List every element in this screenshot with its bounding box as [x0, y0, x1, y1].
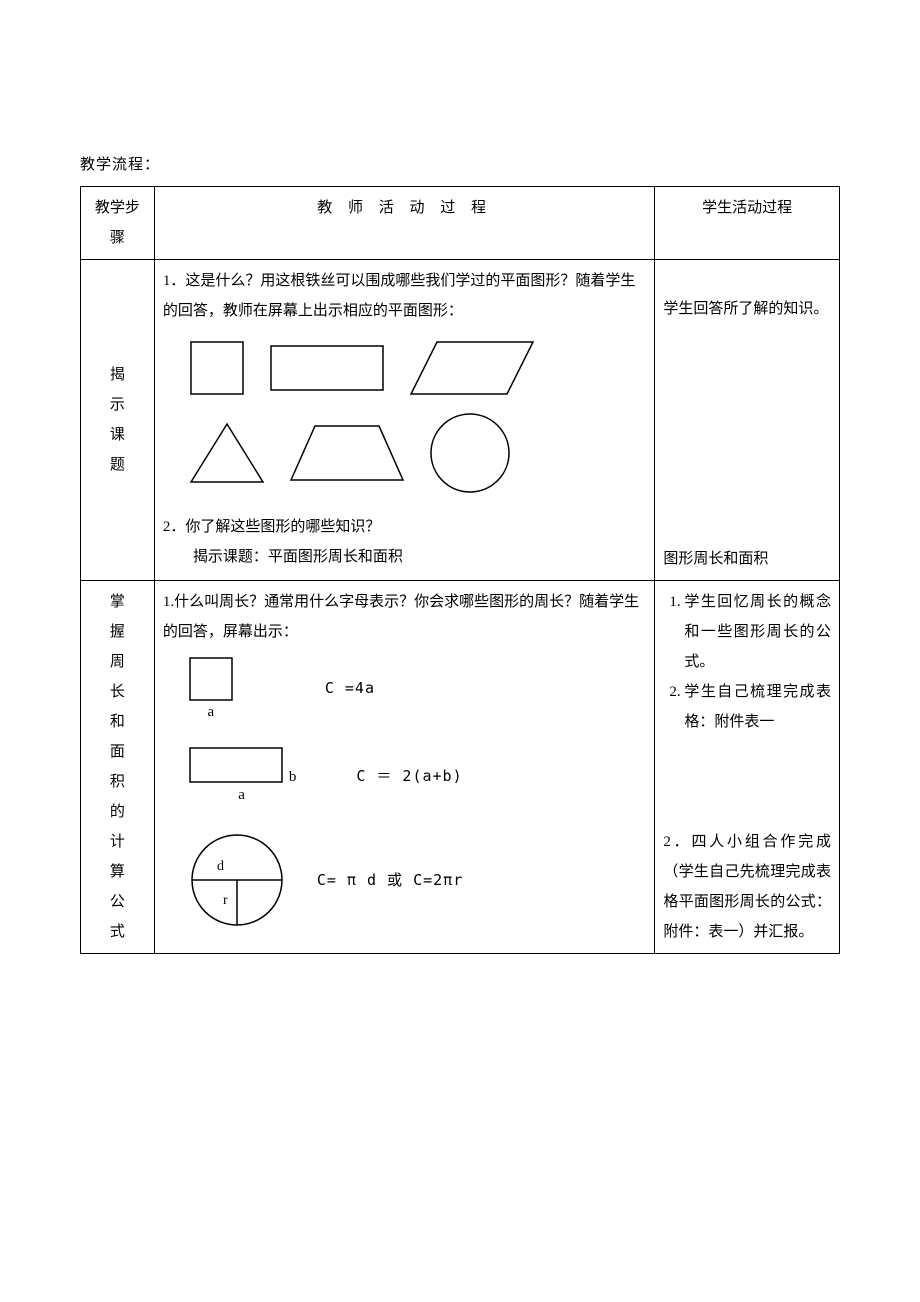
table-row: 揭 示 课 题 1．这是什么？用这根铁丝可以围成哪些我们学过的平面图形？随着学生…	[81, 260, 840, 581]
rectangle-icon	[267, 338, 387, 398]
step-char: 示	[110, 390, 125, 420]
header-step: 教学步骤	[81, 187, 155, 260]
rectangle-small-icon	[187, 745, 285, 785]
header-teacher: 教 师 活 动 过 程	[154, 187, 655, 260]
square-small-icon	[187, 655, 235, 703]
student-para2: 2．四人小组合作完成（学生自己先梳理完成表格平面图形周长的公式：附件：表一）并汇…	[663, 827, 831, 947]
circle-divided-icon: d r	[187, 830, 287, 930]
student-answer-a: 学生回答所了解的知识。	[663, 294, 831, 324]
step-char: 和	[110, 707, 125, 737]
circle-icon	[427, 410, 513, 496]
step-char: 式	[110, 917, 125, 947]
trapezoid-icon	[287, 420, 407, 486]
lesson-flow-table: 教学步骤 教 师 活 动 过 程 学生活动过程 揭 示 课 题 1．这是什么？用…	[80, 186, 840, 954]
rect-label-a: a	[187, 785, 297, 806]
teacher-formula-q1: 1.什么叫周长？通常用什么字母表示？你会求哪些图形的周长？随着学生的回答，屏幕出…	[163, 587, 647, 647]
student-answer-b: 图形周长和面积	[663, 544, 831, 574]
step-char: 课	[110, 420, 125, 450]
formula-square: a C =4a	[187, 655, 647, 721]
step-char: 掌	[110, 587, 125, 617]
teacher-reveal: 揭示课题：平面图形周长和面积	[163, 542, 647, 572]
student-list: 学生回忆周长的概念和一些图形周长的公式。 学生自己梳理完成表格：附件表一	[663, 587, 831, 737]
flow-label: 教学流程：	[80, 150, 840, 180]
step-char: 握	[110, 617, 125, 647]
step-char: 题	[110, 450, 125, 480]
step-char: 揭	[110, 360, 125, 390]
step-char: 计	[110, 827, 125, 857]
table-row: 掌 握 周 长 和 面 积 的 计 算 公 式 1.什么叫周长？通常用什么字母表…	[81, 581, 840, 954]
svg-text:r: r	[223, 893, 228, 908]
square-label-a: a	[187, 703, 235, 721]
svg-text:d: d	[217, 859, 224, 874]
student-item: 学生自己梳理完成表格：附件表一	[684, 677, 831, 737]
student-cell-reveal: 学生回答所了解的知识。 图形周长和面积	[655, 260, 840, 581]
step-char: 公	[110, 887, 125, 917]
square-icon	[187, 338, 247, 398]
teacher-cell-reveal: 1．这是什么？用这根铁丝可以围成哪些我们学过的平面图形？随着学生的回答，教师在屏…	[154, 260, 655, 581]
circle-formula: C= π d 或 C=2πr	[317, 865, 463, 895]
formula-rect: b a C ＝ 2(a+b)	[187, 745, 647, 806]
step-cell-reveal: 揭 示 课 题	[81, 260, 155, 581]
step-char: 的	[110, 797, 125, 827]
student-item: 学生回忆周长的概念和一些图形周长的公式。	[684, 587, 831, 677]
shapes-row-2	[187, 410, 647, 496]
teacher-q2: 2．你了解这些图形的哪些知识？	[163, 512, 647, 542]
header-student: 学生活动过程	[655, 187, 840, 260]
student-cell-formula: 学生回忆周长的概念和一些图形周长的公式。 学生自己梳理完成表格：附件表一 2．四…	[655, 581, 840, 954]
rect-label-b: b	[289, 770, 297, 785]
table-header-row: 教学步骤 教 师 活 动 过 程 学生活动过程	[81, 187, 840, 260]
teacher-q1: 1．这是什么？用这根铁丝可以围成哪些我们学过的平面图形？随着学生的回答，教师在屏…	[163, 266, 647, 326]
step-char: 积	[110, 767, 125, 797]
square-formula: C =4a	[325, 673, 375, 703]
rect-formula: C ＝ 2(a+b)	[356, 761, 462, 791]
step-char: 面	[110, 737, 125, 767]
formula-circle: d r C= π d 或 C=2πr	[187, 830, 647, 930]
step-cell-formula: 掌 握 周 长 和 面 积 的 计 算 公 式	[81, 581, 155, 954]
step-char: 长	[110, 677, 125, 707]
step-char: 周	[110, 647, 125, 677]
shapes-row-1	[187, 336, 647, 400]
step-char: 算	[110, 857, 125, 887]
parallelogram-icon	[407, 336, 537, 400]
triangle-icon	[187, 418, 267, 488]
teacher-cell-formula: 1.什么叫周长？通常用什么字母表示？你会求哪些图形的周长？随着学生的回答，屏幕出…	[154, 581, 655, 954]
